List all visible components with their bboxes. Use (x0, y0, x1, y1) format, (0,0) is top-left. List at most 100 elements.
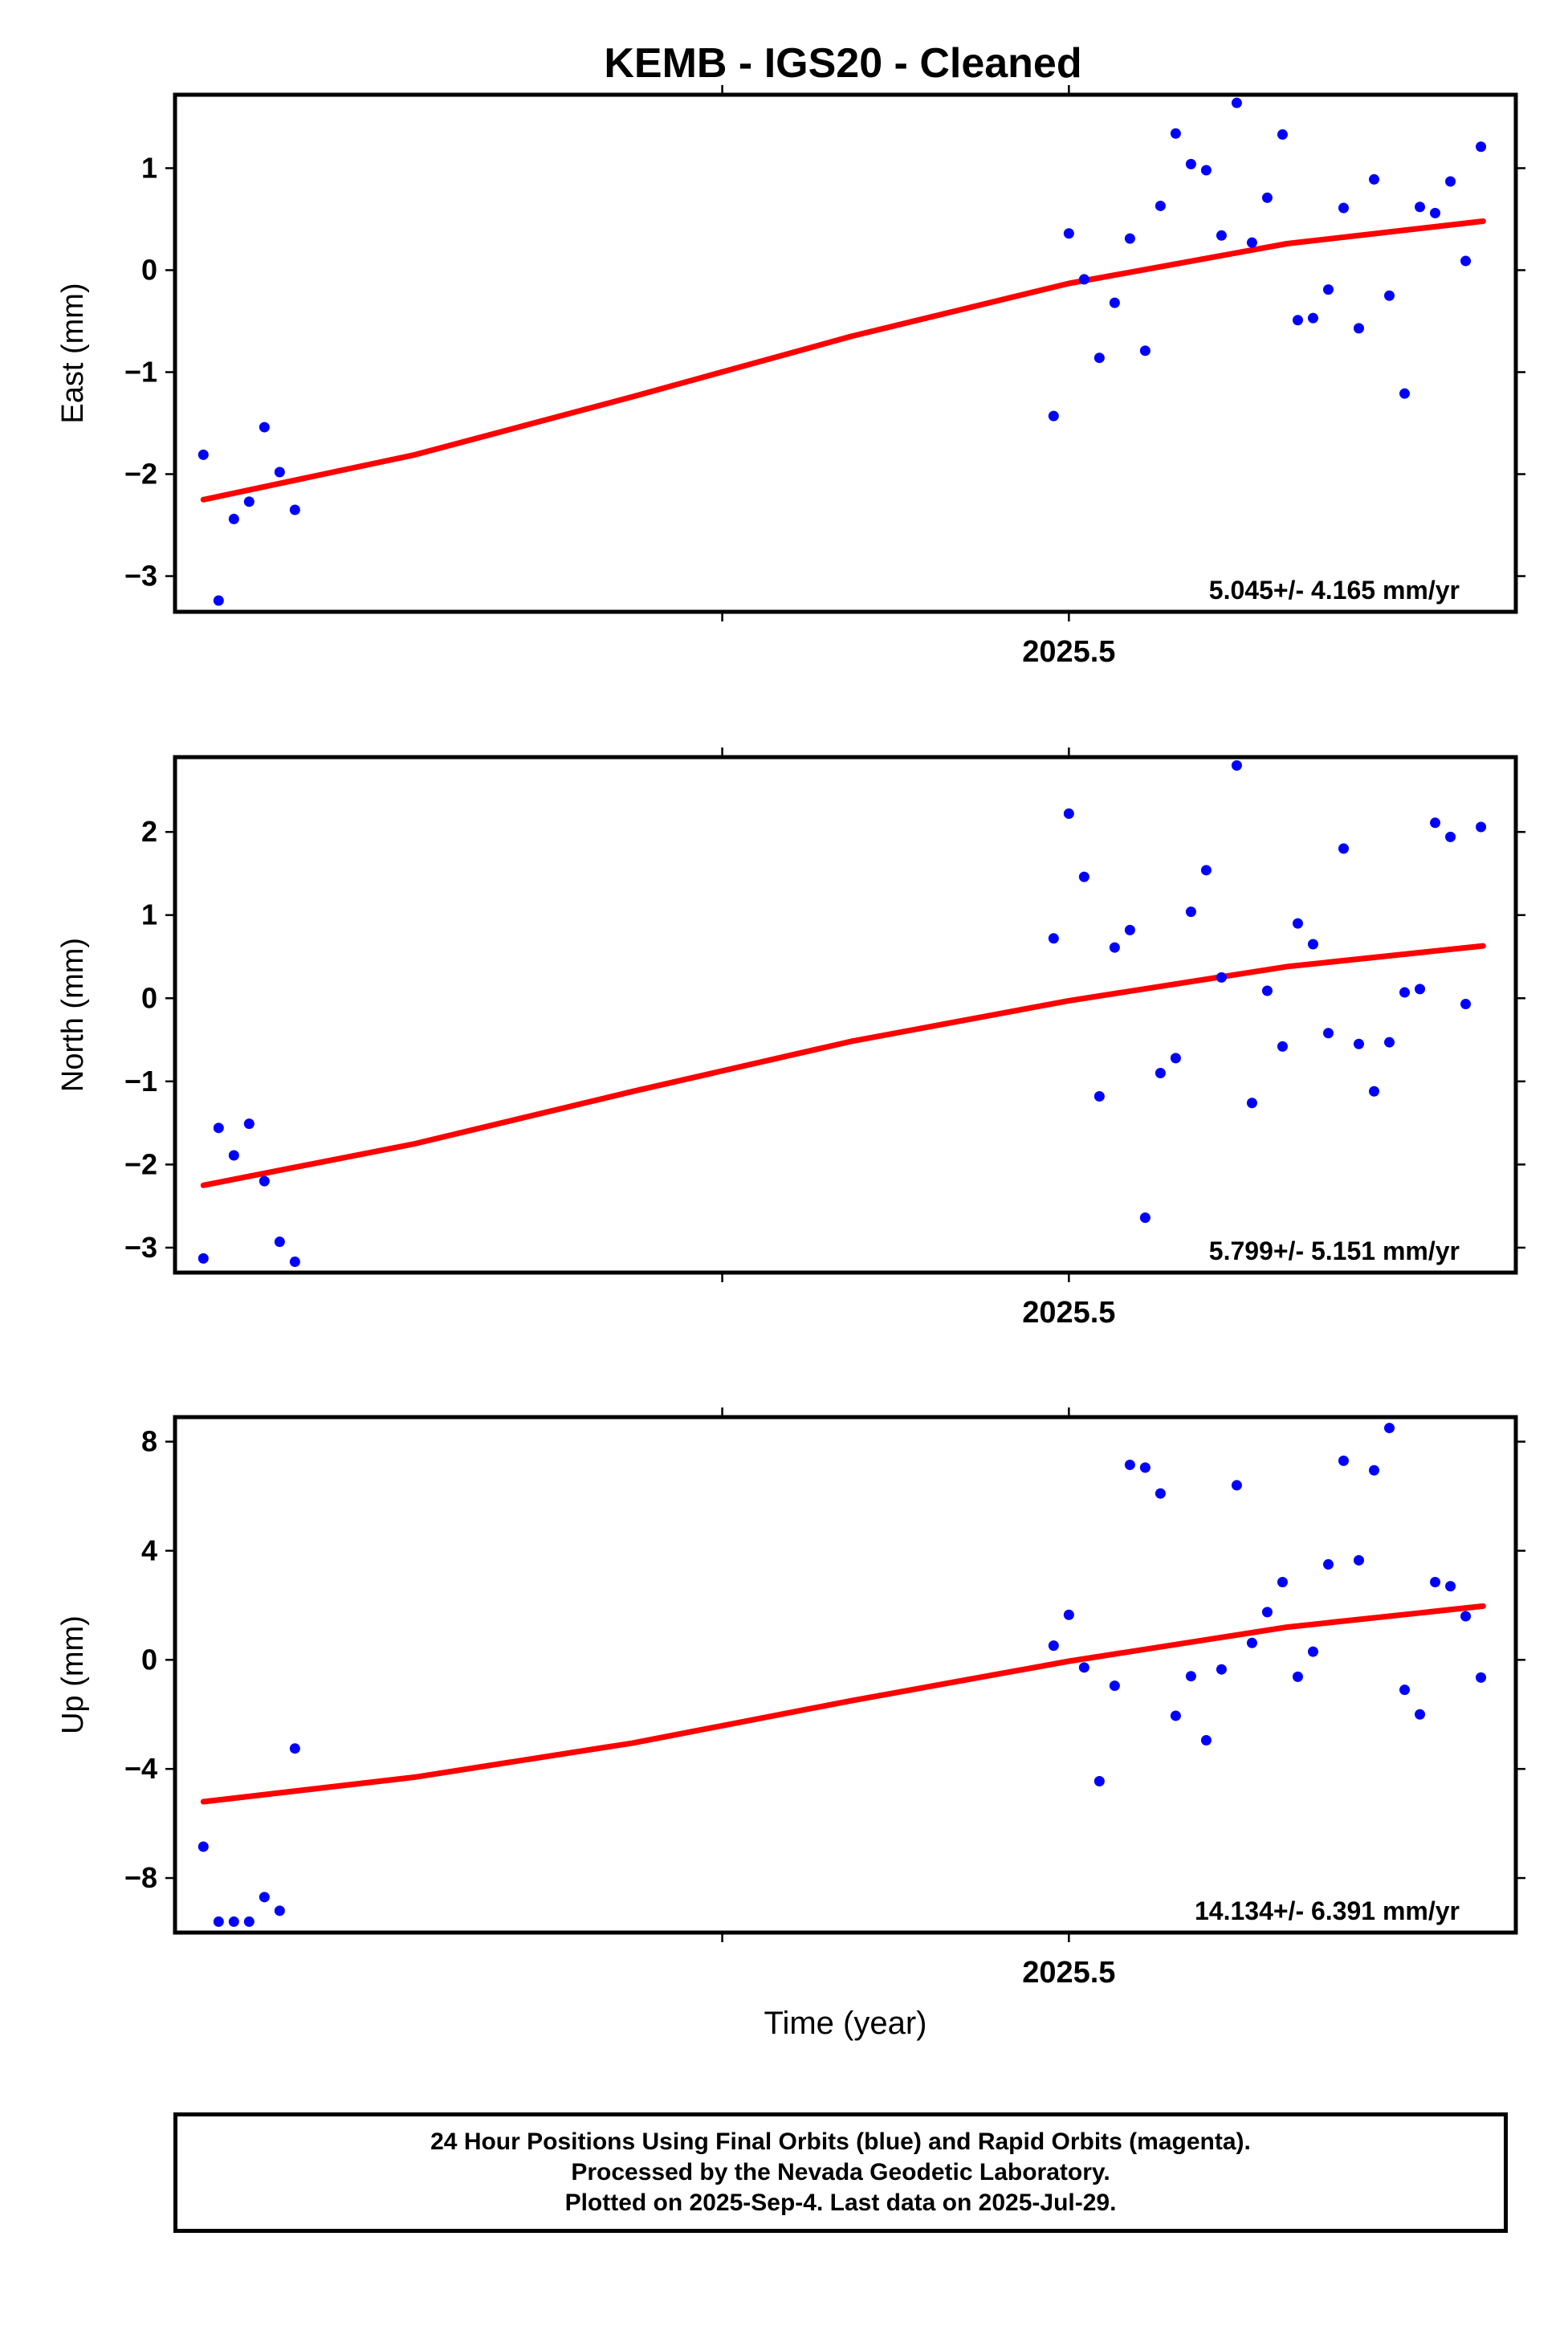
y-tick-label: −1 (124, 355, 157, 388)
up-fit-line (200, 1603, 1486, 1805)
data-point (1430, 207, 1441, 218)
y-tick-label: 0 (141, 1643, 157, 1676)
data-point (1078, 1662, 1089, 1673)
panel-north: −3 −2 −1 0 1 2 2025.5 North (mm) 5.799+/- 5.151 … (56, 747, 1525, 1330)
data-point (1246, 1098, 1257, 1109)
y-tick-label: 8 (141, 1425, 157, 1458)
data-point (1078, 871, 1089, 882)
data-point (1445, 176, 1456, 187)
data-point (198, 1841, 209, 1852)
north-y-axis-label: North (mm) (56, 938, 90, 1092)
data-point (1094, 1775, 1105, 1786)
data-point (289, 1743, 300, 1754)
data-point (1139, 345, 1151, 356)
y-tick-label: 0 (141, 253, 157, 286)
data-point (1246, 1637, 1257, 1648)
data-point (1185, 906, 1196, 918)
east-fit-line (200, 218, 1486, 503)
y-tick-label: −4 (124, 1752, 157, 1785)
data-point (1261, 1607, 1273, 1618)
data-point (1231, 1480, 1242, 1491)
data-point (198, 449, 209, 460)
data-point (1292, 918, 1303, 929)
data-point (1155, 1067, 1166, 1078)
data-point (1216, 1664, 1227, 1675)
data-point (1048, 410, 1059, 422)
data-point (259, 422, 270, 433)
data-point (274, 1905, 285, 1917)
data-point (1368, 1464, 1379, 1476)
data-point (1063, 1609, 1074, 1620)
data-point (1460, 1611, 1472, 1622)
y-tick-label: 1 (141, 151, 157, 184)
data-point (1399, 1684, 1411, 1696)
data-point (1216, 972, 1227, 983)
data-point (1124, 924, 1135, 935)
data-point (1460, 255, 1472, 267)
y-tick-label: 0 (141, 981, 157, 1014)
data-point (1231, 97, 1242, 108)
data-point (1155, 200, 1166, 211)
y-tick-label: −2 (124, 458, 157, 491)
east-plot-frame (173, 92, 1518, 614)
data-point (1261, 192, 1273, 203)
data-point (1353, 323, 1364, 334)
data-point (1292, 315, 1303, 326)
data-point (1368, 1086, 1379, 1097)
data-point (1094, 1090, 1105, 1102)
north-rate-label: 5.799+/- 5.151 mm/yr (1209, 1236, 1460, 1265)
data-point (1338, 843, 1349, 854)
data-point (1445, 1581, 1456, 1592)
data-point (274, 466, 285, 478)
data-point (1384, 1423, 1395, 1434)
data-point (1246, 237, 1257, 248)
panel-up: −8 −4 0 4 8 2025.5 Up (mm) Time (year) 14.134+/-… (56, 1407, 1525, 2041)
data-point (1368, 173, 1379, 185)
up-plot-frame (173, 1415, 1518, 1935)
data-point (213, 595, 224, 606)
data-point (243, 496, 255, 507)
data-point (1460, 999, 1472, 1010)
panel-east: −3 −2 −1 0 1 2025.5 East (mm) 5.045+/- 4.165 mm… (56, 85, 1525, 669)
data-point (1109, 1680, 1120, 1692)
data-point (1322, 1558, 1334, 1570)
data-point (1399, 388, 1411, 399)
data-point (1155, 1488, 1166, 1499)
data-point (1415, 1709, 1426, 1720)
data-point (1353, 1554, 1364, 1566)
y-tick-label: −1 (124, 1065, 157, 1098)
data-point (1200, 165, 1212, 176)
data-point (228, 1150, 239, 1161)
data-point (1261, 985, 1273, 996)
y-tick-label: −3 (124, 1231, 157, 1264)
data-point (213, 1122, 224, 1134)
data-point (1063, 228, 1074, 239)
data-point (1139, 1212, 1151, 1224)
data-point (1322, 1028, 1334, 1039)
data-point (1307, 1646, 1318, 1657)
data-point (274, 1236, 285, 1248)
up-rate-label: 14.134+/- 6.391 mm/yr (1195, 1896, 1460, 1925)
data-point (1384, 290, 1395, 301)
data-point (1078, 274, 1089, 285)
data-point (243, 1916, 255, 1927)
x-tick-label: 2025.5 (1022, 1956, 1115, 1990)
data-point (1338, 1455, 1349, 1466)
data-point (259, 1892, 270, 1903)
data-point (1231, 760, 1242, 771)
data-point (259, 1175, 270, 1187)
chart-title: KEMB - IGS20 - Cleaned (604, 40, 1081, 87)
footer-line-3: Plotted on 2025-Sep-4. Last data on 2025… (564, 2189, 1117, 2216)
data-point (1170, 1053, 1181, 1064)
data-point (1476, 141, 1487, 153)
y-tick-label: 1 (141, 898, 157, 931)
data-point (1277, 1041, 1288, 1052)
north-plot-frame (173, 755, 1518, 1275)
y-tick-label: 4 (141, 1534, 157, 1566)
data-point (1185, 158, 1196, 169)
data-point (1415, 984, 1426, 995)
data-point (1139, 1462, 1151, 1473)
data-point (1307, 939, 1318, 950)
y-tick-label: 2 (141, 815, 157, 848)
data-point (1338, 202, 1349, 214)
